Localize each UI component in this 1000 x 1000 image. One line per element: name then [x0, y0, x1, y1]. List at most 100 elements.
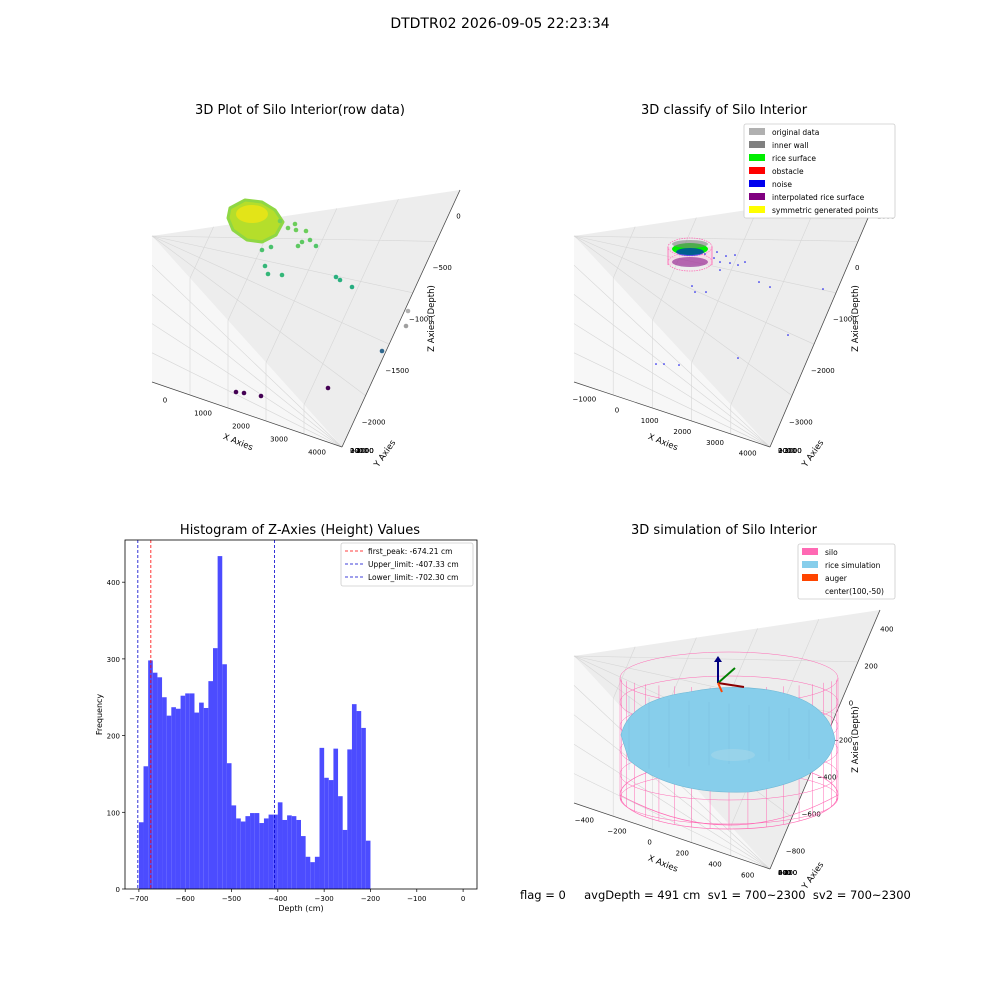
histogram-bar — [333, 748, 339, 889]
grid-line — [573, 235, 859, 242]
x-tick-label: −500 — [222, 895, 241, 903]
x-tick-label: −200 — [361, 895, 380, 903]
x-tick-label: −100 — [407, 895, 426, 903]
x-tick-label: 0 — [461, 895, 465, 903]
grid-line — [573, 235, 815, 345]
x-tick-label: 4000 — [308, 449, 326, 457]
z-tick-label: −500 — [433, 264, 452, 272]
y-axis-label: Frequency — [95, 694, 104, 736]
noise-point — [725, 255, 727, 257]
y-tick-label: 200 — [778, 869, 791, 877]
z-tick-label: −800 — [786, 848, 805, 856]
pane-floor — [574, 236, 770, 447]
legend-box — [797, 543, 896, 600]
z-tick-label: −2000 — [811, 367, 835, 375]
y-tick-label: 0 — [778, 447, 782, 455]
histogram-bar — [263, 818, 269, 889]
y-tick-label: 0 — [116, 886, 120, 894]
histogram-bar — [250, 813, 255, 889]
grid-line — [652, 217, 697, 321]
legend-label: noise — [772, 180, 792, 189]
data-point — [258, 393, 264, 399]
noise-point — [719, 269, 721, 271]
pane-floor — [152, 236, 342, 447]
noise-point — [758, 281, 760, 283]
x-tick-label: 2000 — [673, 428, 691, 436]
histogram-bar — [328, 780, 334, 889]
data-point — [277, 218, 283, 224]
histogram-bar — [338, 796, 343, 889]
z-axis-label: Z Axies (Depth) — [851, 285, 861, 352]
data-point — [292, 221, 298, 227]
plot3-histogram: −700 −600 −500 −400 −300 −200 −100 0 0 100 200 300 4… — [95, 539, 478, 913]
x-axis-line — [151, 381, 343, 448]
x-tick-label: 1000 — [194, 410, 212, 418]
histogram-bar — [277, 802, 283, 889]
noise-point — [704, 253, 706, 255]
z-axis-label: Z Axies (Depth) — [427, 285, 437, 352]
legend-label: original data — [772, 128, 819, 137]
z-tick-label: −1000 — [409, 316, 433, 324]
noise-point — [694, 291, 696, 293]
x-tick-label: 2000 — [232, 423, 250, 431]
data-point — [279, 272, 285, 278]
x-tick-label: −700 — [129, 895, 148, 903]
y-tick-label: 300 — [107, 656, 120, 664]
legend-label: first_peak: -674.21 cm — [368, 547, 452, 556]
y-tick-label: 0 — [778, 869, 782, 877]
rice-depression — [711, 749, 755, 761]
figure-title: DTDTR02 2026-09-05 22:23:34 — [390, 16, 610, 32]
data-point — [325, 385, 331, 391]
grid-line — [573, 235, 793, 396]
x-tick-label: 0 — [163, 397, 167, 405]
data-point — [265, 271, 271, 277]
histogram-bar — [138, 822, 144, 889]
histogram-bar — [273, 814, 278, 889]
grid-line — [573, 294, 771, 448]
plot1-title: 3D Plot of Silo Interior(row data) — [195, 103, 405, 118]
z-tick-label: 0 — [855, 264, 859, 272]
histogram-bar — [194, 712, 200, 889]
data-point — [379, 348, 385, 354]
x-tick-label: −400 — [575, 817, 594, 825]
y-tick-label: −3000 — [350, 447, 374, 455]
data-point — [307, 237, 313, 243]
legend-label: center(100,-50) — [825, 587, 884, 596]
noise-point — [705, 291, 707, 293]
histogram-bar — [310, 862, 315, 889]
data-point — [313, 243, 319, 249]
legend-swatch — [749, 141, 765, 148]
histogram-bar — [180, 695, 186, 889]
plot-frame — [124, 539, 478, 890]
histogram-bar — [185, 693, 190, 889]
z-axis-line — [341, 189, 461, 448]
legend-swatch — [749, 128, 765, 135]
legend-box — [340, 542, 474, 587]
x-tick-label: 4000 — [739, 450, 757, 458]
noise-point — [769, 286, 771, 288]
x-tick-label: 400 — [708, 861, 721, 869]
noise-cluster — [676, 248, 704, 256]
rice-simulation-surface — [620, 687, 836, 793]
legend-label: obstacle — [772, 167, 804, 176]
y-tick-label: 200 — [107, 733, 120, 741]
grid-line — [151, 323, 343, 448]
data-point — [293, 227, 299, 233]
center-y-arrow — [717, 667, 736, 684]
auger — [717, 682, 723, 693]
grid-line — [573, 773, 771, 870]
histogram-bar — [240, 821, 246, 889]
grid-line — [573, 323, 771, 448]
grid-line — [573, 743, 771, 870]
data-point — [303, 228, 309, 234]
noise-point — [729, 262, 731, 264]
x-axis-label: Depth (cm) — [278, 904, 323, 913]
y-axis-label: Y Axies — [372, 438, 399, 470]
histogram-bar — [143, 766, 149, 889]
y-axis-label: Y Axies — [800, 438, 827, 470]
noise-point — [737, 264, 739, 266]
histogram-bar — [259, 823, 264, 889]
status-text: flag = 0 avgDepth = 491 cm sv1 = 700~230… — [520, 888, 911, 902]
y-tick-label: 400 — [778, 869, 791, 877]
